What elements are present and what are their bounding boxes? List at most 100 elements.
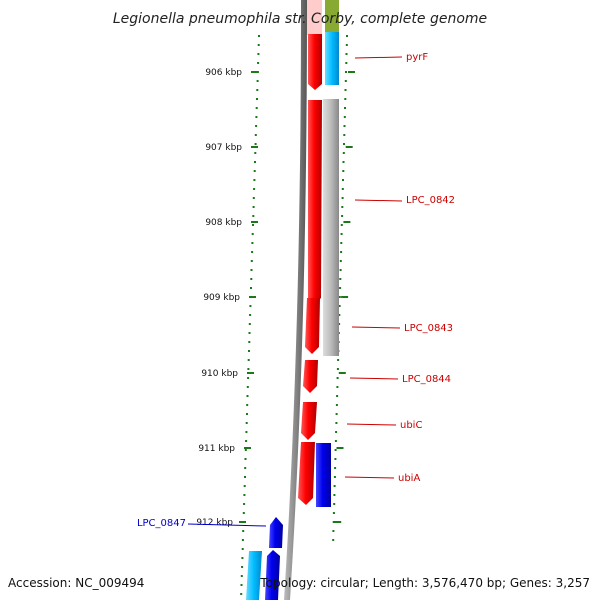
gene-arrow-ubiA [298, 442, 315, 505]
cyan-gene-lower [246, 551, 262, 600]
track-dot [245, 431, 248, 433]
track-dot [340, 233, 343, 235]
track-dot [254, 161, 256, 163]
kbp-tick-label: 908 kbp [205, 218, 242, 228]
kbp-tick-left [244, 447, 251, 449]
track-dot [345, 53, 348, 55]
track-dot [346, 35, 348, 37]
kbp-tick-left [251, 146, 258, 148]
track-dot [343, 134, 346, 136]
track-dot [339, 278, 342, 280]
gene-arrow-ubiC [301, 402, 317, 440]
track-dot [247, 377, 250, 379]
track-dot [241, 566, 244, 568]
track-dot [250, 278, 253, 280]
track-dot [246, 395, 249, 397]
track-dot [240, 584, 243, 586]
track-dot [247, 359, 250, 361]
track-dot [342, 179, 344, 181]
track-dot [243, 485, 246, 487]
blue-gene [316, 443, 331, 507]
track-dot [333, 494, 336, 496]
track-dot [333, 476, 336, 478]
kbp-tick-left [251, 71, 258, 73]
gene-arrow-LPC_0842 [308, 100, 322, 304]
track-dot [341, 206, 344, 208]
track-dot [332, 512, 335, 514]
gene-label: pyrF [406, 52, 428, 63]
track-dot [340, 242, 343, 244]
track-dot [338, 314, 341, 316]
track-dot [340, 251, 343, 253]
track-dot [248, 332, 251, 334]
track-dot [335, 404, 338, 406]
gene-arrow-LPC_0847 [269, 517, 283, 548]
track-dot [336, 386, 339, 388]
track-dot [334, 467, 337, 469]
gene-leader-line [346, 423, 397, 426]
track-dot [244, 476, 246, 478]
track-dot [338, 323, 341, 325]
track-dot [246, 413, 248, 415]
track-dot [332, 530, 335, 532]
track-dot [334, 440, 337, 442]
track-dot [254, 134, 257, 136]
gene-label: LPC_0843 [404, 323, 453, 334]
track-dot [257, 62, 260, 64]
track-dot [345, 44, 348, 46]
kbp-tick-right [345, 146, 353, 148]
kbp-tick-right [338, 372, 346, 374]
track-dot [334, 449, 337, 451]
track-dot [241, 557, 244, 559]
gray-feature [323, 99, 339, 356]
kbp-tick-label: 909 kbp [203, 293, 240, 303]
track-dot [333, 485, 336, 487]
track-dot [255, 116, 258, 118]
kbp-tick-left [239, 521, 246, 523]
track-dot [242, 512, 245, 514]
track-dot [333, 503, 336, 505]
track-dot [249, 305, 252, 307]
kbp-tick-right [336, 447, 344, 449]
track-dot [240, 575, 243, 577]
track-dot [245, 422, 248, 424]
track-dot [342, 152, 345, 154]
track-dot [342, 161, 345, 163]
track-dot [340, 224, 343, 226]
gene-label: ubiC [400, 420, 422, 431]
map-title: Legionella pneumophila str. Corby, compl… [113, 11, 487, 27]
track-dot [240, 593, 243, 595]
kbp-tick-label: 911 kbp [198, 444, 235, 454]
gene-arrow-blue-lower [265, 550, 280, 600]
track-dot [344, 89, 347, 91]
gene-leader-line [344, 476, 395, 479]
accession-text: Accession: NC_009494 [8, 576, 144, 590]
track-dot [254, 143, 257, 145]
track-dot [334, 458, 337, 460]
pink-feature [307, 0, 322, 35]
track-dot [256, 98, 258, 100]
track-dot [344, 80, 347, 82]
track-dot [252, 197, 255, 199]
track-dot [242, 530, 245, 532]
topology-text: Topology: circular; Length: 3,576,470 bp… [259, 576, 590, 590]
kbp-tick-left [247, 372, 254, 374]
track-dot [251, 242, 254, 244]
gene-arrow-LPC_0844 [303, 360, 318, 393]
track-dot [339, 269, 342, 271]
track-dot [244, 458, 247, 460]
track-dot [255, 107, 258, 109]
track-dot [341, 188, 344, 190]
track-dot [339, 287, 342, 289]
kbp-tick-right [341, 296, 349, 298]
kbp-tick-left [251, 221, 258, 223]
track-dot [245, 440, 248, 442]
gene-leader-line [187, 523, 267, 527]
track-dot [241, 548, 244, 550]
track-dot [345, 71, 347, 73]
track-dot [343, 116, 346, 118]
track-dot [250, 269, 253, 271]
track-dot [252, 206, 255, 208]
track-dot [250, 260, 253, 262]
